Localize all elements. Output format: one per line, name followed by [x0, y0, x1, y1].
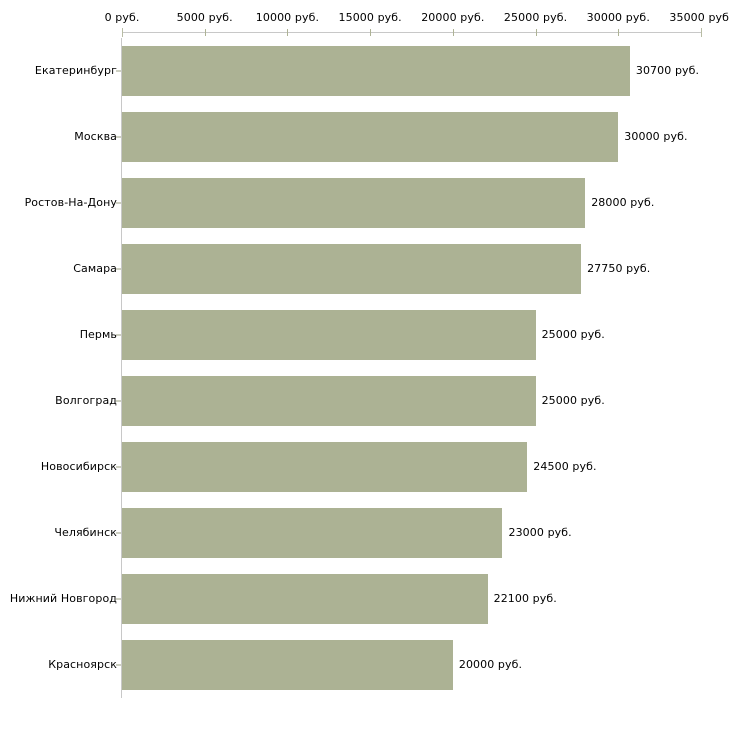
category-label: Ростов-На-Дону: [24, 196, 117, 209]
x-axis-line: [122, 32, 702, 33]
category-tick-mark: [116, 70, 121, 72]
x-tick-label: 10000 руб.: [255, 11, 320, 24]
x-tick-mark: [205, 29, 206, 36]
x-tick-mark: [618, 29, 619, 36]
bar-value-label: 27750 руб.: [587, 262, 651, 275]
bar[interactable]: [122, 574, 488, 624]
category-label: Самара: [73, 262, 117, 275]
category-label: Москва: [74, 130, 117, 143]
category-tick-mark: [116, 268, 121, 270]
x-tick-label: 20000 руб.: [421, 11, 485, 24]
bar-value-label: 25000 руб.: [541, 394, 605, 407]
category-tick-mark: [116, 466, 121, 468]
bar-value-label: 30700 руб.: [635, 64, 700, 77]
x-axis-cap-right: [701, 28, 702, 37]
x-tick-label: 35000 руб.: [669, 11, 730, 24]
category-label: Красноярск: [48, 658, 117, 671]
bar-value-label: 20000 руб.: [458, 658, 523, 671]
bar[interactable]: [122, 46, 630, 96]
x-tick-mark: [370, 29, 371, 36]
x-tick-label: 15000 руб.: [338, 11, 402, 24]
bar-value-label: 25000 руб.: [541, 328, 605, 341]
bar-value-label: 22100 руб.: [493, 592, 557, 605]
x-tick-mark: [287, 29, 288, 36]
bar[interactable]: [122, 640, 453, 690]
bar-value-label: 24500 руб.: [533, 460, 597, 473]
x-tick-label: 30000 руб.: [586, 11, 650, 24]
category-label: Пермь: [79, 328, 117, 341]
category-tick-mark: [116, 598, 121, 600]
bar[interactable]: [122, 442, 528, 492]
category-tick-mark: [116, 532, 121, 534]
category-label: Челябинск: [54, 526, 117, 539]
bar[interactable]: [122, 508, 503, 558]
x-tick-label: 25000 руб.: [503, 11, 568, 24]
bar[interactable]: [122, 310, 536, 360]
category-label: Новосибирск: [40, 460, 117, 473]
x-axis: 0 руб. 5000 руб. 10000 руб. 15000 руб. 20000…: [0, 0, 730, 38]
category-tick-mark: [116, 202, 121, 204]
x-axis-cap-left: [122, 28, 123, 37]
x-tick-mark: [453, 29, 454, 36]
category-tick-mark: [116, 400, 121, 402]
bar[interactable]: [122, 244, 582, 294]
bar[interactable]: [122, 178, 586, 228]
x-tick-mark: [536, 29, 537, 36]
y-axis-line: [121, 38, 122, 698]
category-tick-mark: [116, 334, 121, 336]
bar-value-label: 28000 руб.: [591, 196, 655, 209]
bar[interactable]: [122, 112, 619, 162]
category-label: Волгоград: [55, 394, 117, 407]
x-tick-label: 0 руб.: [104, 11, 140, 24]
bar-value-label: 30000 руб.: [624, 130, 688, 143]
x-tick-label: 5000 руб.: [176, 11, 233, 24]
category-label: Екатеринбург: [34, 64, 117, 77]
category-tick-mark: [116, 664, 121, 666]
category-tick-mark: [116, 136, 121, 138]
category-label: Нижний Новгород: [9, 592, 117, 605]
bar-value-label: 23000 руб.: [508, 526, 572, 539]
bar[interactable]: [122, 376, 536, 426]
